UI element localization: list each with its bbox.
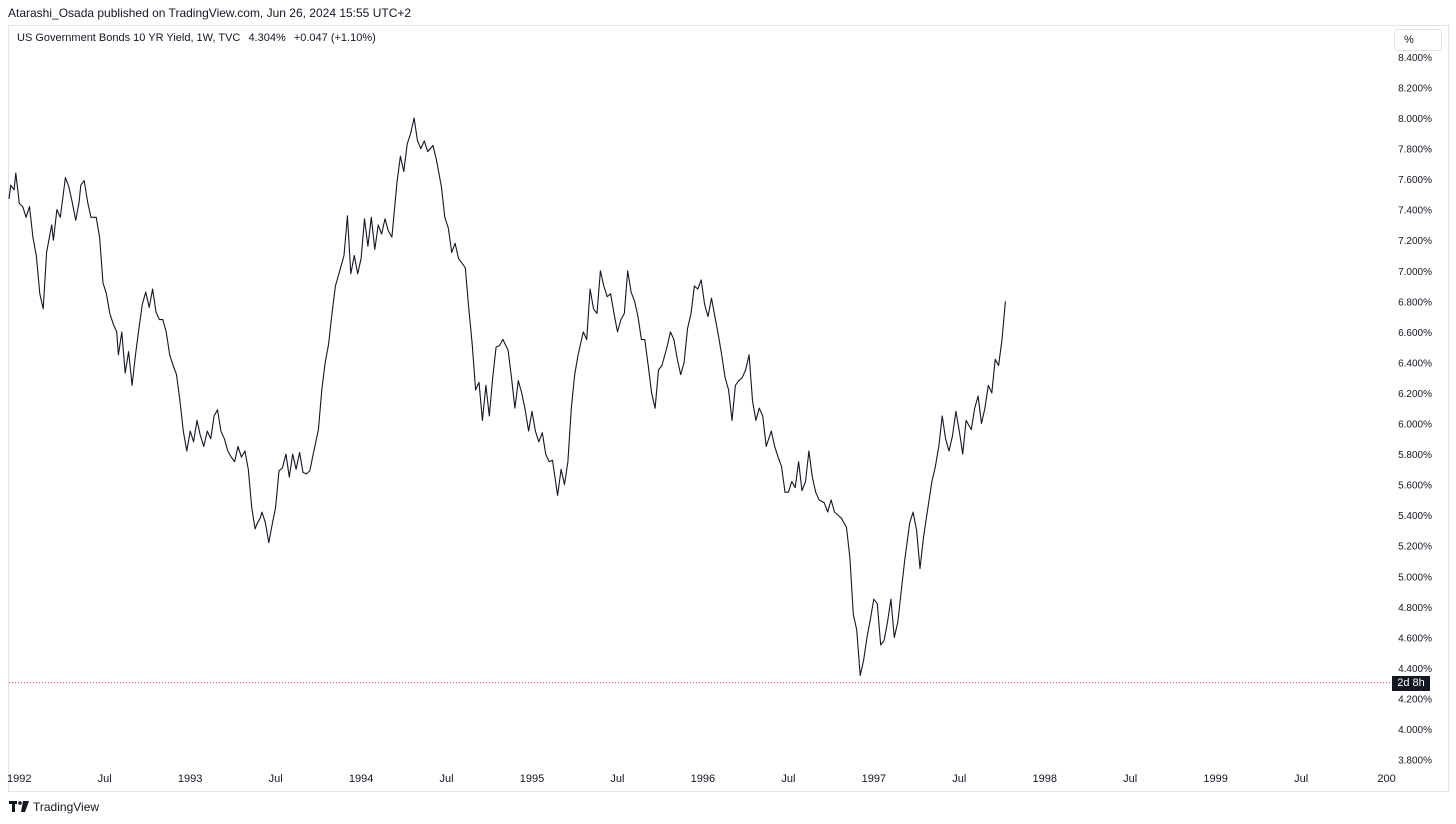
y-tick-label: 6.400%	[1398, 358, 1432, 369]
x-tick-label: 1993	[178, 773, 202, 785]
y-tick-label: 5.800%	[1398, 450, 1432, 461]
x-tick-label: Jul	[269, 773, 283, 785]
y-tick-label: 8.400%	[1398, 53, 1432, 64]
y-tick-label: 6.800%	[1398, 297, 1432, 308]
y-tick-label: 8.000%	[1398, 114, 1432, 125]
price-axis[interactable]: 8.400% 8.200% 8.000% 7.800% 7.600% 7.400% 7.20…	[1398, 53, 1432, 767]
y-tick-label: 4.200%	[1398, 694, 1432, 705]
bar-countdown-label: 2d 8h	[1392, 676, 1430, 691]
y-tick-label: 7.000%	[1398, 267, 1432, 278]
x-tick-label: Jul	[1294, 773, 1308, 785]
x-tick-label: Jul	[98, 773, 112, 785]
legend-change: +0.047 (+1.10%)	[293, 32, 376, 44]
y-tick-label: 6.000%	[1398, 420, 1432, 431]
y-tick-label: 3.800%	[1398, 756, 1432, 767]
y-tick-label: 7.800%	[1398, 145, 1432, 156]
time-axis[interactable]: 1992 Jul 1993 Jul 1994 Jul 1995 Jul 1996 Jul 1997 J…	[7, 773, 1396, 785]
y-tick-label: 5.600%	[1398, 481, 1432, 492]
x-tick-label: Jul	[440, 773, 454, 785]
y-tick-label: 5.000%	[1398, 572, 1432, 583]
x-tick-label: Jul	[781, 773, 795, 785]
legend-symbol: US Government Bonds 10 YR Yield, 1W, TVC	[17, 32, 241, 44]
chart-frame	[8, 25, 1449, 792]
x-tick-label: 1999	[1203, 773, 1227, 785]
percent-scale-button[interactable]: %	[1394, 29, 1442, 51]
y-tick-label: 7.600%	[1398, 175, 1432, 186]
tradingview-logo-icon	[9, 801, 29, 812]
footer-brand[interactable]: TradingView	[9, 800, 99, 814]
x-tick-label: Jul	[1123, 773, 1137, 785]
y-tick-label: 4.000%	[1398, 725, 1432, 736]
legend-last-value: 4.304%	[248, 32, 286, 44]
y-tick-label: 5.200%	[1398, 542, 1432, 553]
y-tick-label: 7.200%	[1398, 236, 1432, 247]
x-tick-label: 1996	[691, 773, 715, 785]
y-tick-label: 7.400%	[1398, 206, 1432, 217]
x-tick-label: 1994	[349, 773, 373, 785]
x-tick-label: 1995	[520, 773, 544, 785]
publish-attribution: Atarashi_Osada published on TradingView.…	[8, 6, 412, 20]
y-tick-label: 4.400%	[1398, 664, 1432, 675]
y-tick-label: 6.600%	[1398, 328, 1432, 339]
x-tick-label: 1997	[862, 773, 886, 785]
x-tick-label: Jul	[610, 773, 624, 785]
symbol-legend: US Government Bonds 10 YR Yield, 1W, TVC…	[17, 32, 381, 44]
x-tick-label: Jul	[952, 773, 966, 785]
y-tick-label: 4.600%	[1398, 633, 1432, 644]
x-tick-label: 1992	[7, 773, 31, 785]
y-tick-label: 5.400%	[1398, 511, 1432, 522]
x-tick-label: 1998	[1033, 773, 1057, 785]
y-tick-label: 4.800%	[1398, 603, 1432, 614]
series-line-yield	[8, 117, 1006, 677]
footer-brand-label: TradingView	[33, 800, 100, 814]
x-tick-label: 200	[1377, 773, 1395, 785]
y-tick-label: 8.200%	[1398, 83, 1432, 94]
y-tick-label: 6.200%	[1398, 389, 1432, 400]
